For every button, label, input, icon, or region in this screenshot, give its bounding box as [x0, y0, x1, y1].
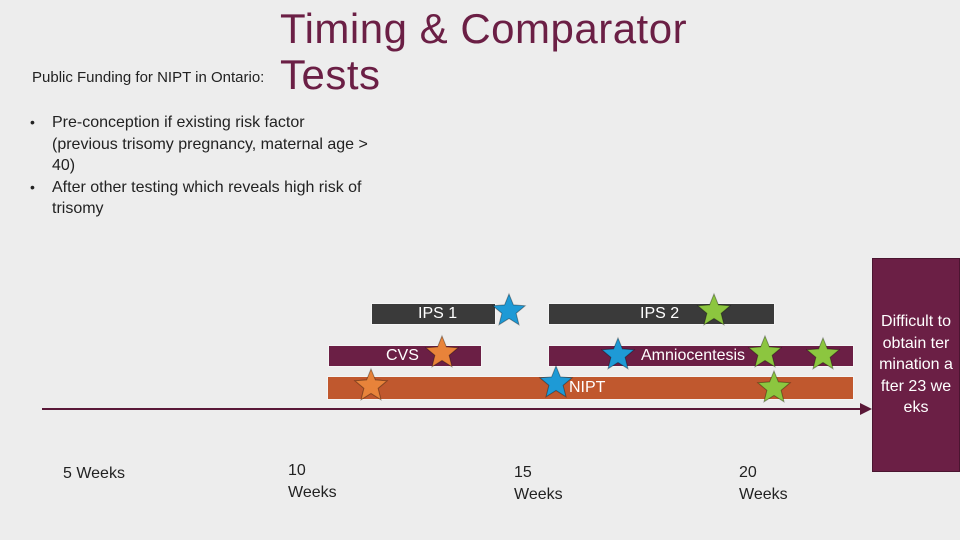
amniocentesis-label: Amniocentesis — [641, 347, 746, 364]
arrow-right-icon — [860, 403, 872, 415]
list-item: Pre-conception if existing risk factor (… — [30, 112, 370, 177]
star-shape — [756, 369, 792, 403]
slide-title: Timing & Comparator Tests — [280, 5, 688, 98]
ips2-bar: IPS 2 — [548, 303, 775, 325]
list-item: After other testing which reveals high r… — [30, 177, 370, 220]
star-icon-green — [747, 334, 783, 370]
slide-subtitle: Public Funding for NIPT in Ontario: — [32, 69, 265, 86]
funding-criteria-list: Pre-conception if existing risk factor (… — [30, 112, 370, 220]
star-shape — [538, 364, 574, 398]
ips1-label: IPS 1 — [418, 305, 458, 322]
star-icon-blue — [491, 292, 527, 328]
week-label-20: 20 Weeks — [739, 464, 788, 503]
nipt-label: NIPT — [569, 379, 606, 396]
termination-note-text: Difficult to obtain termination after 23… — [879, 313, 953, 417]
star-icon-green — [805, 336, 841, 372]
week-label-15: 15 Weeks — [514, 464, 563, 503]
week-label-5: 5 Weeks — [63, 465, 125, 482]
timeline-axis — [42, 408, 862, 410]
ips1-bar: IPS 1 — [371, 303, 496, 325]
cvs-label: CVS — [386, 347, 419, 364]
star-shape — [600, 336, 636, 370]
star-shape — [696, 292, 732, 326]
ips2-label: IPS 2 — [640, 305, 680, 322]
star-icon-orange — [424, 334, 460, 370]
star-icon-green — [756, 369, 792, 405]
star-icon-orange — [353, 367, 389, 403]
star-icon-blue — [600, 336, 636, 372]
star-shape — [424, 334, 460, 368]
termination-note: Difficult to obtain termination after 23… — [872, 258, 960, 472]
week-label-10: 10 Weeks — [288, 462, 337, 501]
star-shape — [805, 336, 841, 370]
star-icon-blue — [538, 364, 574, 400]
star-shape — [747, 334, 783, 368]
star-shape — [491, 292, 527, 326]
star-shape — [353, 367, 389, 401]
star-icon-green — [696, 292, 732, 328]
